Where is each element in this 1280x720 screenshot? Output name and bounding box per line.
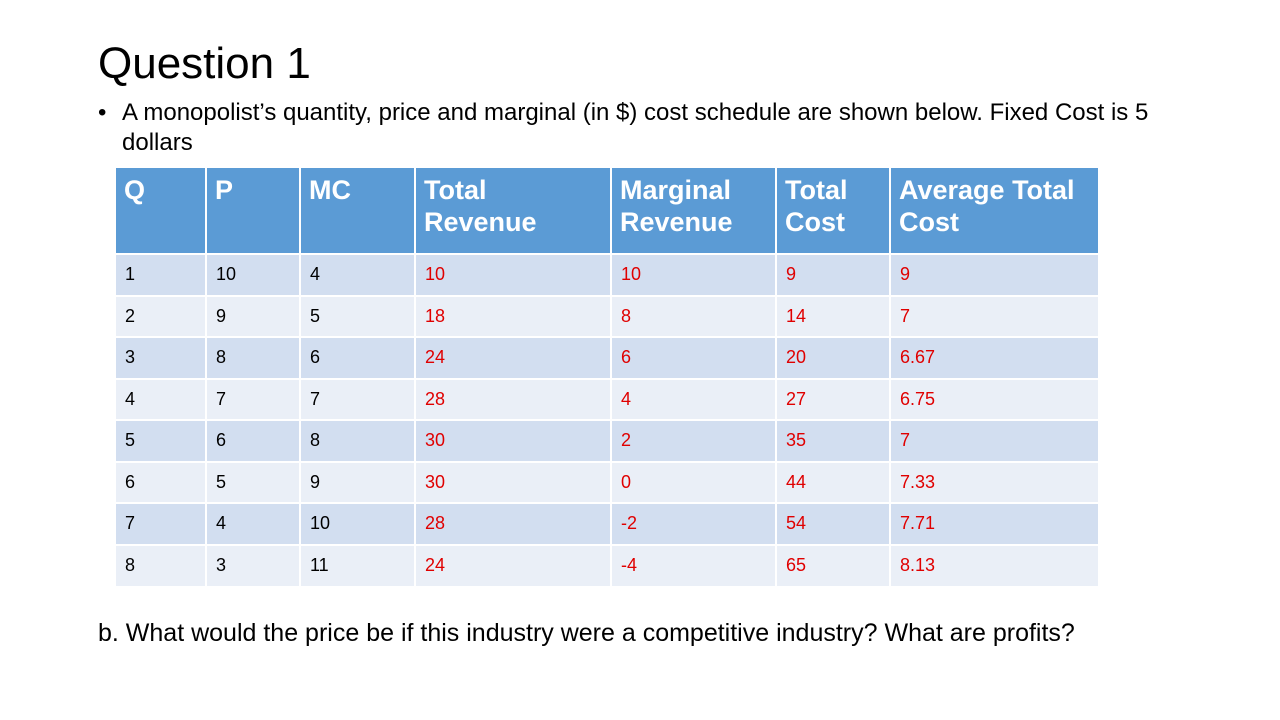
header-q: Q: [116, 168, 207, 254]
cell-total-revenue: 24: [415, 336, 612, 379]
cell-total-revenue: 30: [415, 460, 612, 503]
cell-average-total-cost: 6.75: [890, 377, 1098, 420]
cell-average-total-cost: 9: [890, 253, 1098, 296]
header-p: P: [206, 168, 301, 254]
cell-p: 6: [206, 419, 301, 462]
table-row: 4 7 7 28 4 27 6.75: [116, 377, 1098, 420]
header-average-total-cost: Average Total Cost: [890, 168, 1098, 254]
table-row: 6 5 9 30 0 44 7.33: [116, 460, 1098, 503]
cell-mc: 10: [300, 502, 416, 545]
cell-total-cost: 35: [776, 419, 891, 462]
slide-title: Question 1: [98, 39, 311, 88]
cell-mc: 9: [300, 460, 416, 503]
cell-total-cost: 65: [776, 543, 891, 586]
header-mc: MC: [300, 168, 416, 254]
cell-q: 1: [116, 253, 207, 296]
table-row: 1 10 4 10 10 9 9: [116, 253, 1098, 296]
cell-total-cost: 54: [776, 502, 891, 545]
cell-total-cost: 27: [776, 377, 891, 420]
table-row: 3 8 6 24 6 20 6.67: [116, 336, 1098, 379]
cell-average-total-cost: 7.33: [890, 460, 1098, 503]
cell-total-revenue: 18: [415, 294, 612, 337]
cell-p: 7: [206, 377, 301, 420]
cell-p: 5: [206, 460, 301, 503]
cell-mc: 6: [300, 336, 416, 379]
header-total-cost: Total Cost: [776, 168, 891, 254]
cell-q: 6: [116, 460, 207, 503]
cell-p: 9: [206, 294, 301, 337]
cell-q: 3: [116, 336, 207, 379]
bullet-point: • A monopolist’s quantity, price and mar…: [98, 98, 1218, 158]
header-total-revenue: Total Revenue: [415, 168, 612, 254]
bullet-text: A monopolist’s quantity, price and margi…: [122, 99, 1149, 156]
bullet-marker: •: [98, 99, 107, 126]
cell-marginal-revenue: 6: [611, 336, 777, 379]
cell-total-revenue: 28: [415, 502, 612, 545]
cell-average-total-cost: 7: [890, 294, 1098, 337]
cell-q: 2: [116, 294, 207, 337]
cell-marginal-revenue: 8: [611, 294, 777, 337]
cell-p: 8: [206, 336, 301, 379]
cost-schedule-table: Q P MC Total Revenue Marginal Revenue To…: [116, 168, 1098, 586]
cell-total-cost: 20: [776, 336, 891, 379]
cell-marginal-revenue: 4: [611, 377, 777, 420]
cell-marginal-revenue: 0: [611, 460, 777, 503]
table-header-row: Q P MC Total Revenue Marginal Revenue To…: [116, 168, 1098, 254]
cell-average-total-cost: 7.71: [890, 502, 1098, 545]
cell-q: 7: [116, 502, 207, 545]
cell-average-total-cost: 7: [890, 419, 1098, 462]
cell-total-cost: 14: [776, 294, 891, 337]
cell-p: 10: [206, 253, 301, 296]
header-marginal-revenue: Marginal Revenue: [611, 168, 777, 254]
cell-marginal-revenue: -4: [611, 543, 777, 586]
cell-total-revenue: 24: [415, 543, 612, 586]
cell-marginal-revenue: -2: [611, 502, 777, 545]
cell-total-cost: 9: [776, 253, 891, 296]
cell-mc: 4: [300, 253, 416, 296]
table-row: 8 3 11 24 -4 65 8.13: [116, 543, 1098, 586]
cell-mc: 7: [300, 377, 416, 420]
cell-mc: 11: [300, 543, 416, 586]
cell-total-revenue: 10: [415, 253, 612, 296]
cell-marginal-revenue: 2: [611, 419, 777, 462]
cell-q: 4: [116, 377, 207, 420]
cell-average-total-cost: 8.13: [890, 543, 1098, 586]
cell-total-revenue: 30: [415, 419, 612, 462]
cell-mc: 5: [300, 294, 416, 337]
cell-mc: 8: [300, 419, 416, 462]
cell-total-cost: 44: [776, 460, 891, 503]
table-row: 5 6 8 30 2 35 7: [116, 419, 1098, 462]
cell-marginal-revenue: 10: [611, 253, 777, 296]
cell-p: 3: [206, 543, 301, 586]
cell-q: 8: [116, 543, 207, 586]
table-body: 1 10 4 10 10 9 9 2 9 5 18 8 14 7 3 8 6 24 6 20 6.67 4 7 7 28 4 27 6…: [116, 253, 1098, 586]
table-row: 2 9 5 18 8 14 7: [116, 294, 1098, 337]
cell-total-revenue: 28: [415, 377, 612, 420]
question-b: b. What would the price be if this indus…: [98, 619, 1075, 647]
table-row: 7 4 10 28 -2 54 7.71: [116, 502, 1098, 545]
cell-p: 4: [206, 502, 301, 545]
cell-average-total-cost: 6.67: [890, 336, 1098, 379]
cell-q: 5: [116, 419, 207, 462]
